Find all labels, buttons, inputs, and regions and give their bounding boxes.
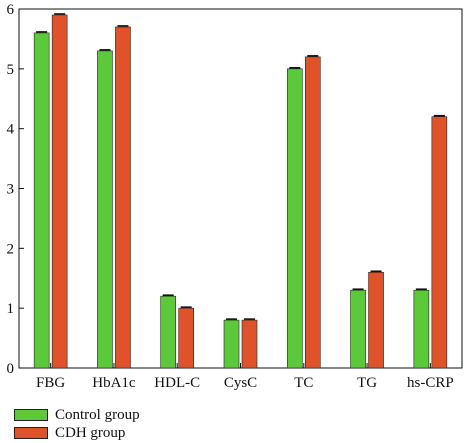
bar-cdh-cysc bbox=[241, 319, 258, 369]
legend-label-cdh: CDH group bbox=[55, 424, 126, 441]
bar-control-tc bbox=[286, 68, 303, 369]
y-tick-label-6: 6 bbox=[7, 2, 15, 18]
bar-control-hs-crp bbox=[413, 289, 430, 369]
legend-item-control: Control group bbox=[14, 406, 140, 424]
x-tick-label-hba1c: HbA1c bbox=[92, 375, 136, 391]
legend: Control group CDH group bbox=[14, 406, 140, 442]
legend-item-cdh: CDH group bbox=[14, 424, 140, 442]
bar-cdh-hba1c bbox=[115, 26, 131, 369]
bar-control-fbg bbox=[33, 32, 50, 369]
y-tick-label-0: 0 bbox=[7, 361, 15, 377]
x-tick-label-cysc: CysC bbox=[224, 375, 257, 391]
x-tick-label-hdl-c: HDL-C bbox=[154, 375, 200, 391]
y-tick-label-3: 3 bbox=[7, 182, 15, 198]
x-tick-label-hs-crp: hs-CRP bbox=[407, 375, 454, 391]
legend-swatch-cdh bbox=[14, 427, 48, 439]
y-tick-label-1: 1 bbox=[7, 301, 15, 317]
labels: 0 1 2 3 4 5 6 FBG HbA1c HDL-C CysC TC TG hs-CRP bbox=[7, 2, 454, 391]
bar-cdh-tg bbox=[368, 271, 384, 369]
y-tick-label-4: 4 bbox=[7, 122, 15, 138]
x-tick-label-tg: TG bbox=[357, 375, 377, 391]
x-tick-label-tc: TC bbox=[294, 375, 313, 391]
axes bbox=[18, 8, 463, 369]
bar-control-hba1c bbox=[97, 50, 113, 369]
bar-cdh-fbg bbox=[51, 14, 68, 369]
x-tick-label-fbg: FBG bbox=[36, 375, 65, 391]
bar-control-cysc bbox=[223, 319, 240, 369]
plot-frame bbox=[18, 8, 463, 369]
bar-cdh-hs-crp bbox=[431, 116, 448, 369]
legend-label-control: Control group bbox=[55, 406, 140, 423]
bar-control-tg bbox=[350, 289, 366, 369]
y-tick-label-2: 2 bbox=[7, 241, 15, 257]
bar-control-hdl-c bbox=[160, 295, 177, 369]
bar-cdh-hdl-c bbox=[178, 307, 195, 369]
y-tick-label-5: 5 bbox=[7, 62, 15, 78]
bars bbox=[33, 13, 448, 369]
legend-swatch-control bbox=[14, 409, 48, 421]
bar-cdh-tc bbox=[304, 56, 321, 369]
